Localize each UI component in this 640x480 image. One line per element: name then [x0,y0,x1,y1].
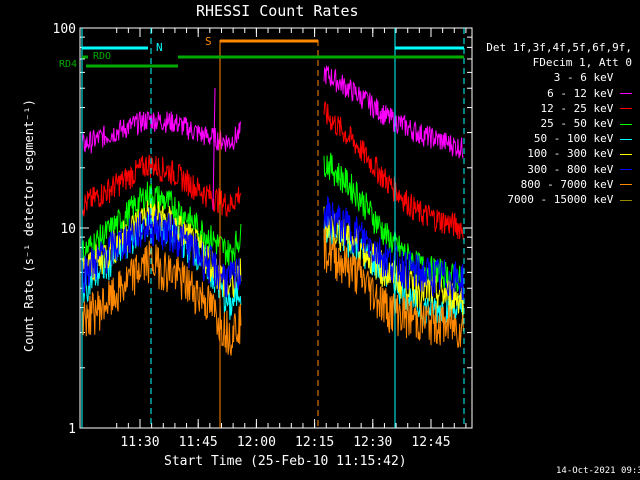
plot-axes: 1 10 100 11:30 11:45 12:00 12:15 12:30 12:45 [53,22,473,450]
legend-swatch [620,199,632,201]
legend-swatch [620,108,632,110]
x-tick-label: 12:45 [411,435,450,450]
flare-spike [212,87,216,211]
series-line-6-12keV [323,65,464,159]
y-axis-label: Count Rate (s⁻¹ detector segment⁻¹) [22,99,36,352]
series-line-3-6keV [323,80,464,187]
timestamp: 14-Oct-2021 09:32 [556,466,640,476]
legend-swatch [620,77,632,79]
legend-header-1: Det 1f,3f,4f,5f,6f,9f, [486,41,632,54]
legend-entry-label: 6 - 12 keV [547,86,620,100]
legend-swatch [620,169,632,171]
legend-entry: 7000 - 15000 keV [476,192,632,207]
x-tick-label: 12:30 [353,435,392,450]
annotation-n: N [156,41,163,54]
legend-entry-label: 25 - 50 keV [540,117,620,131]
y-tick-label: 100 [53,22,76,37]
legend-swatch [620,123,632,125]
y-tick-label: 1 [68,422,76,437]
overlay-group [81,28,465,428]
x-tick-label: 11:30 [120,435,159,450]
legend-entry: 12 - 25 keV [476,101,632,116]
series-line-12-25keV [323,101,464,240]
series-line-300-800keV [323,195,464,301]
legend-entry-label: 3 - 6 keV [553,71,620,85]
series-line-25-50keV [323,152,464,292]
annotation-rd4: RD4 [59,59,78,70]
x-tick-label: 12:00 [237,435,276,450]
legend-entry-label: 800 - 7000 keV [520,177,620,191]
legend: Det 1f,3f,4f,5f,6f,9f, FDecim 1, Att 0 3… [476,40,632,207]
legend-swatch [620,153,632,155]
series-line-800-7000keV [323,228,464,348]
y-tick-label: 10 [60,222,76,237]
legend-entry: 3 - 6 keV [476,70,632,85]
legend-items: 3 - 6 keV 6 - 12 keV 12 - 25 keV 25 - 50… [476,70,632,207]
x-axis-label: Start Time (25-Feb-10 11:15:42) [164,454,407,469]
x-tick-label: 11:45 [179,435,218,450]
annotation-s: S [205,35,212,48]
x-tick-label: 12:15 [295,435,334,450]
legend-entry: 6 - 12 keV [476,86,632,101]
legend-entry-label: 7000 - 15000 keV [507,193,620,207]
legend-swatch [620,93,632,95]
legend-entry: 300 - 800 keV [476,162,632,177]
legend-entry: 800 - 7000 keV [476,177,632,192]
series-group [81,65,464,356]
legend-entry: 50 - 100 keV [476,131,632,146]
annotation-rdo: RDO [93,51,112,62]
legend-swatch [620,184,632,186]
series-line-300-800keV [81,208,242,298]
legend-entry-label: 300 - 800 keV [527,162,620,176]
legend-entry-label: 100 - 300 keV [527,147,620,161]
legend-entry-label: 12 - 25 keV [540,101,620,115]
chart-title: RHESSI Count Rates [196,2,359,20]
legend-swatch [620,138,632,140]
legend-header-2: FDecim 1, Att 0 [532,56,632,70]
legend-entry: 25 - 50 keV [476,116,632,131]
series-line-6-12keV [81,110,242,154]
series-line-25-50keV [81,181,242,267]
series-line-3-6keV [81,134,242,182]
legend-entry: 100 - 300 keV [476,146,632,161]
series-line-12-25keV [81,154,242,218]
legend-entry-label: 50 - 100 keV [533,132,620,146]
series-line-800-7000keV [81,240,242,356]
